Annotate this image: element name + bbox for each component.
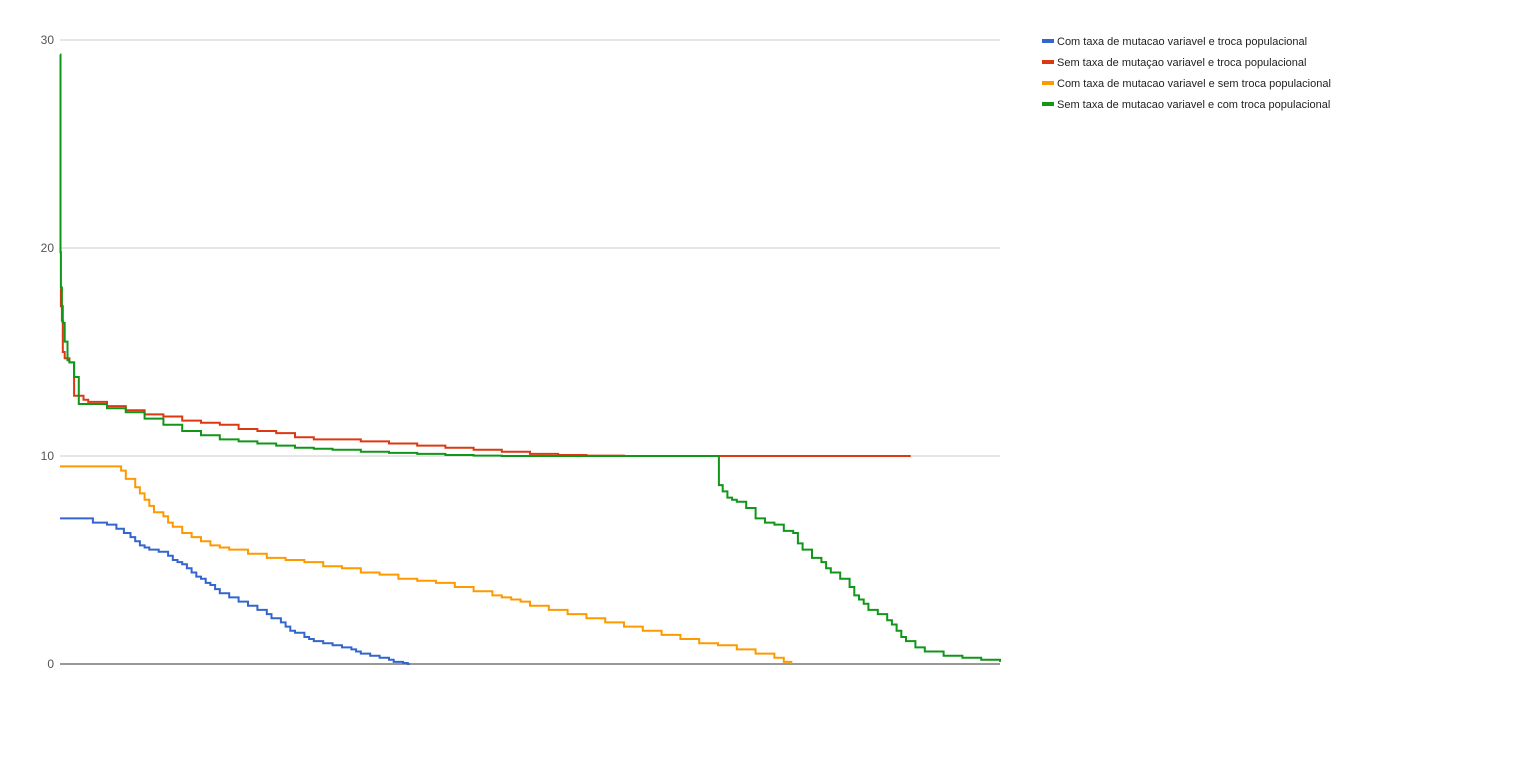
legend-label-4: Sem taxa de mutacao variavel e com troca…	[1057, 99, 1330, 111]
legend-label-2: Sem taxa de mutaçao variavel e troca pop…	[1057, 57, 1306, 69]
y-tick-label: 0	[47, 657, 54, 671]
legend-swatch-4	[1042, 102, 1054, 106]
legend: Com taxa de mutacao variavel e troca pop…	[1042, 36, 1331, 111]
y-tick-label: 20	[41, 241, 55, 255]
legend-label-1: Com taxa de mutacao variavel e troca pop…	[1057, 36, 1307, 48]
grid-layer: 0 10 20 30	[41, 33, 1000, 671]
y-tick-label: 30	[41, 33, 55, 47]
legend-label-3: Com taxa de mutacao variavel e sem troca…	[1057, 78, 1331, 90]
y-tick-label: 10	[41, 449, 55, 463]
series-line-4	[59, 53, 1001, 662]
legend-swatch-2	[1042, 60, 1054, 64]
series-layer	[59, 53, 1001, 665]
series-line-3	[60, 465, 793, 664]
series-line-1	[60, 517, 410, 665]
legend-swatch-3	[1042, 81, 1054, 85]
legend-swatch-1	[1042, 39, 1054, 43]
